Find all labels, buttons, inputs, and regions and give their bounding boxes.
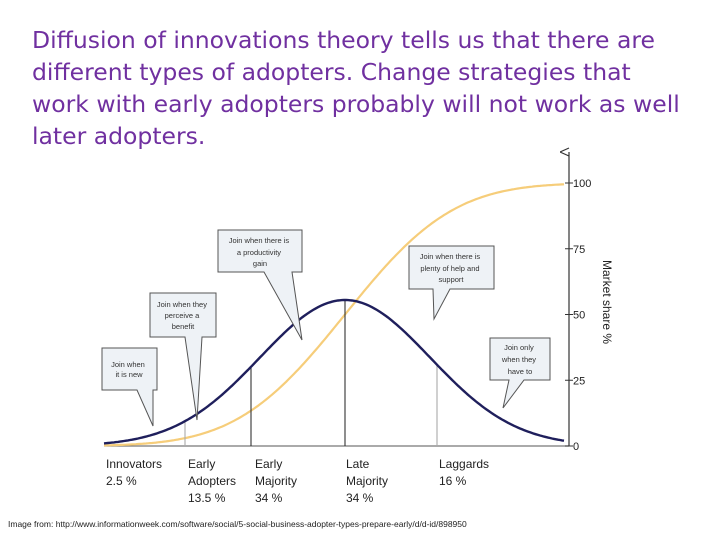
segment-label-late-majority: Late Majority 34 %	[346, 457, 391, 505]
speech-bubble-early-majority: Join when there is a productivity gain	[217, 229, 303, 341]
svg-text:Join when there is a pro: Join when there is a productivity gain	[229, 236, 292, 268]
segment-label-early-majority: Early Majority 34 %	[255, 457, 300, 505]
slide-title: Diffusion of innovations theory tells us…	[32, 26, 680, 150]
svg-text:Join when it is new: Join when it is new	[111, 360, 147, 379]
bubble-early-adopters-line-3: benefit	[172, 322, 195, 331]
y-tick-label: 25	[573, 375, 585, 387]
svg-text:Join when they perceive: Join when they perceive a benefit	[157, 300, 209, 331]
bubble-laggards-line-1: Join only	[504, 343, 534, 352]
segment-label-early-adopters: Early Adopters 13.5 %	[188, 457, 239, 505]
speech-bubble-laggards: Join only when they have to	[489, 337, 551, 409]
segment-dividers	[184, 300, 438, 446]
y-tick-label: 0	[573, 441, 579, 453]
adoption-bell-curve	[103, 298, 565, 445]
bubble-late-majority-line-2: plenty of help and	[420, 264, 479, 273]
speech-bubble-early-adopters: Join when they perceive a benefit	[149, 292, 217, 421]
bubble-early-adopters-line-1: Join when they	[157, 300, 207, 309]
y-axis-ticks: 0 25 50 75 100	[565, 178, 591, 453]
bubble-laggards-line-2: when they	[501, 355, 536, 364]
bubble-early-majority-line-3: gain	[253, 259, 267, 268]
speech-bubble-late-majority: Join when there is plenty of help and su…	[408, 245, 495, 321]
speech-bubble-innovators: Join when it is new	[101, 347, 158, 427]
bubble-laggards-line-3: have to	[508, 367, 533, 376]
bubble-early-adopters-line-2: perceive a	[165, 311, 200, 320]
bubble-late-majority-line-1: Join when there is	[420, 252, 481, 261]
y-tick-label: 100	[573, 178, 591, 190]
bubble-innovators-line-2: it is new	[115, 370, 143, 379]
y-axis-title: Market share %	[600, 260, 614, 344]
bubble-innovators-line-1: Join when	[111, 360, 145, 369]
cumulative-s-curve	[104, 183, 565, 447]
svg-text:Join when there is plent: Join when there is plenty of help and su…	[420, 252, 483, 284]
y-tick-label: 50	[573, 310, 585, 322]
y-tick-label: 75	[573, 244, 585, 256]
bubble-early-majority-line-1: Join when there is	[229, 236, 290, 245]
svg-text:Join only when they: Join only when they have to	[501, 343, 538, 376]
bubble-early-majority-line-2: a productivity	[237, 248, 281, 257]
segment-label-innovators: Innovators 2.5 %	[106, 457, 165, 488]
bubble-late-majority-line-3: support	[438, 275, 464, 284]
segment-label-laggards: Laggards 16 %	[439, 457, 492, 488]
image-source-caption: Image from: http://www.informationweek.c…	[8, 519, 467, 529]
